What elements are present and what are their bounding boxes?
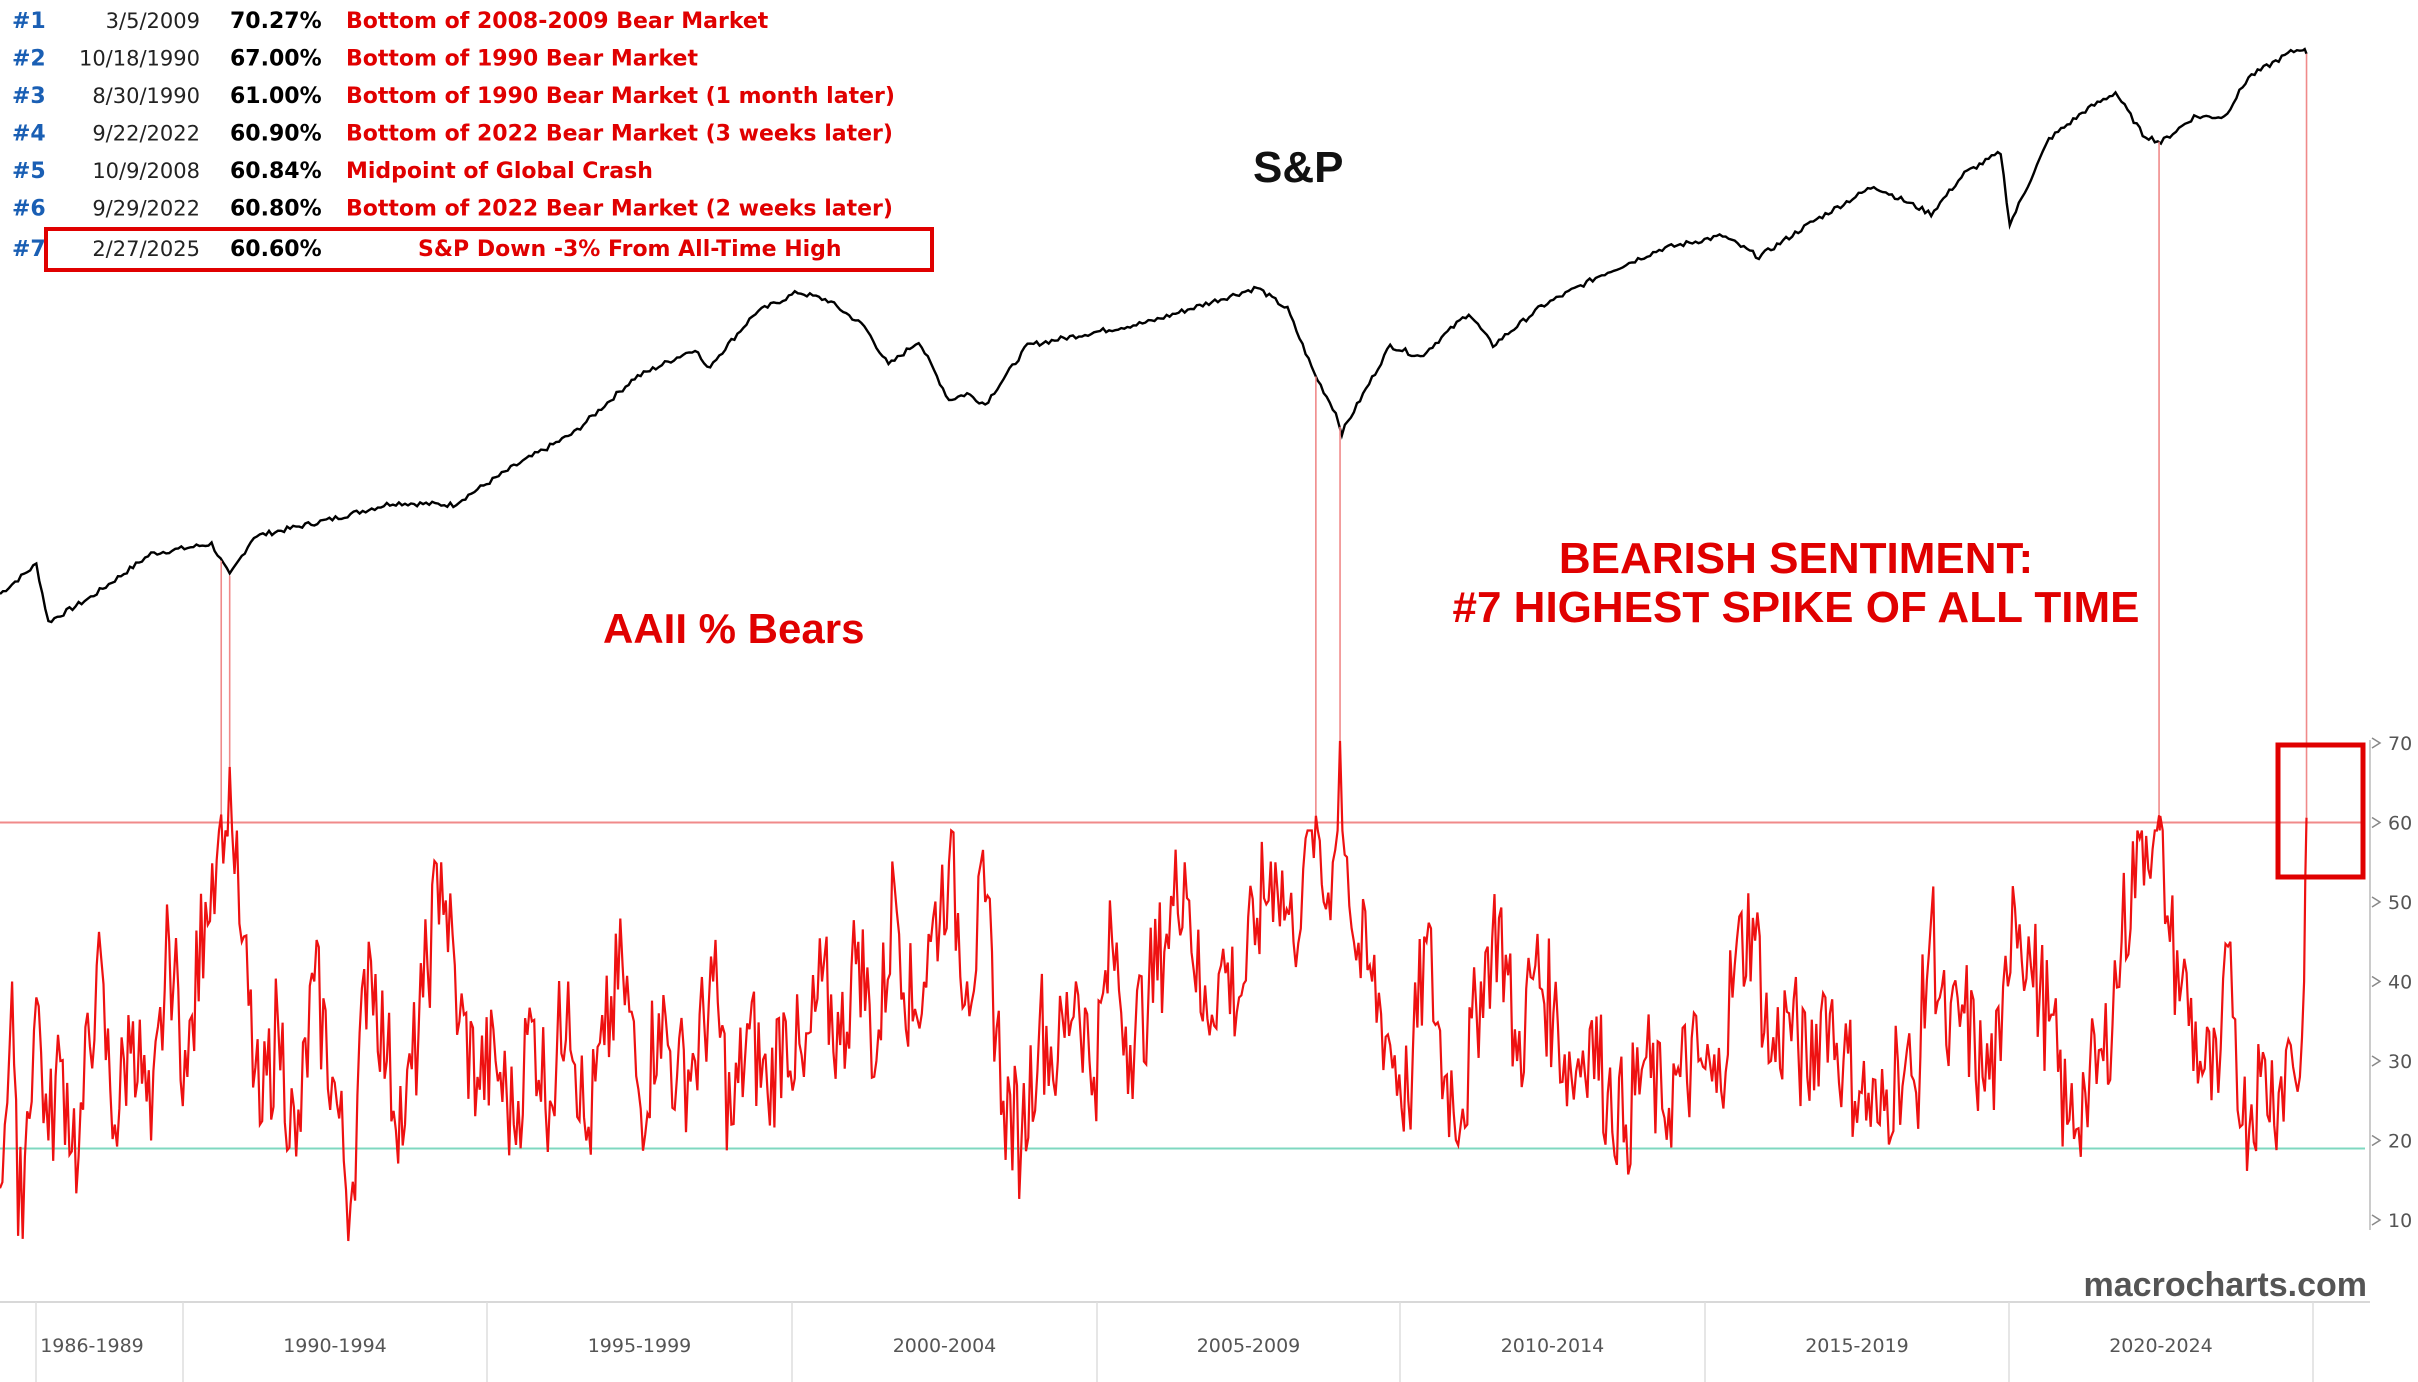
- rank-label: #6: [12, 197, 46, 222]
- x-era-label: 1995-1999: [588, 1335, 692, 1357]
- x-era-label: 2010-2014: [1501, 1335, 1605, 1357]
- rank-description: Bottom of 1990 Bear Market: [346, 47, 698, 72]
- rank-date: 9/29/2022: [92, 197, 200, 221]
- rank-label: #4: [12, 122, 46, 147]
- y-tick-mark: [2371, 816, 2382, 829]
- y-tick-mark: [2371, 1214, 2382, 1226]
- y-tick-label: 30: [2388, 1051, 2412, 1073]
- rank-percent: 60.90%: [230, 122, 322, 147]
- rank-label: #1: [12, 9, 46, 34]
- y-tick-label: 60: [2388, 813, 2412, 835]
- rank-date: 9/22/2022: [92, 122, 200, 146]
- rank-percent: 60.60%: [230, 237, 322, 262]
- right-axis-ticks: 10 20 30 40 50 60 70: [2371, 733, 2412, 1232]
- x-era-label: 2020-2024: [2109, 1335, 2213, 1357]
- bottom-axis-eras: 1986-1989 1990-1994 1995-1999 2000-2004 2005…: [35, 1302, 2314, 1382]
- x-era-label: 2005-2009: [1197, 1335, 1301, 1357]
- rank-description: Midpoint of Global Crash: [346, 159, 653, 184]
- x-era-label: 1986-1989: [40, 1335, 144, 1357]
- x-era-label: 1990-1994: [283, 1335, 387, 1357]
- rank-percent: 61.00%: [230, 84, 322, 109]
- rank-date: 3/5/2009: [106, 9, 200, 33]
- rank-date: 10/9/2008: [92, 159, 200, 183]
- rank-percent: 67.00%: [230, 47, 322, 72]
- rank-label: #2: [12, 47, 46, 72]
- rank-description: Bottom of 1990 Bear Market (1 month late…: [346, 84, 895, 109]
- rank-7-highlight-box: [44, 227, 934, 272]
- bears-title: AAII % Bears: [603, 605, 864, 652]
- x-era-label: 2015-2019: [1805, 1335, 1909, 1357]
- spike-guide-lines: [220, 53, 2308, 818]
- rank-label: #5: [12, 159, 46, 184]
- bears-series-line: [0, 740, 2308, 1242]
- rank-percent: 60.80%: [230, 197, 322, 222]
- headline-line-1: BEARISH SENTIMENT:: [1559, 534, 2033, 583]
- rank-description: Bottom of 2008-2009 Bear Market: [346, 9, 769, 34]
- sp-series-line: [0, 47, 2308, 624]
- rank-description: Bottom of 2022 Bear Market (3 weeks late…: [346, 122, 893, 147]
- latest-spike-highlight-box: [2275, 742, 2366, 880]
- y-tick-label: 10: [2388, 1210, 2412, 1232]
- rank-label: #7: [12, 237, 46, 262]
- y-tick-mark: [2371, 1134, 2382, 1147]
- rank-date: 8/30/1990: [92, 84, 200, 108]
- y-tick-label: 20: [2388, 1131, 2412, 1153]
- y-tick-mark: [2371, 737, 2382, 749]
- rank-percent: 60.84%: [230, 159, 322, 184]
- headline-line-2: #7 HIGHEST SPIKE OF ALL TIME: [1453, 583, 2140, 632]
- rank-description: S&P Down -3% From All-Time High: [418, 237, 842, 262]
- sp-title: S&P: [1253, 143, 1343, 192]
- y-tick-mark: [2371, 1055, 2382, 1067]
- rank-label: #3: [12, 84, 46, 109]
- rank-percent: 70.27%: [230, 9, 322, 34]
- rank-date: 10/18/1990: [79, 47, 200, 71]
- ranking-table: #1 3/5/2009 70.27% Bottom of 2008-2009 Bear…: [12, 9, 895, 262]
- y-tick-label: 70: [2388, 733, 2412, 755]
- x-era-label: 2000-2004: [893, 1335, 997, 1357]
- rank-description: Bottom of 2022 Bear Market (2 weeks late…: [346, 197, 893, 222]
- watermark: macrocharts.com: [2084, 1266, 2367, 1304]
- rank-date: 2/27/2025: [92, 237, 200, 261]
- y-tick-label: 50: [2388, 892, 2412, 914]
- y-tick-mark: [2371, 896, 2382, 908]
- y-tick-mark: [2371, 975, 2382, 988]
- y-tick-label: 40: [2388, 972, 2412, 994]
